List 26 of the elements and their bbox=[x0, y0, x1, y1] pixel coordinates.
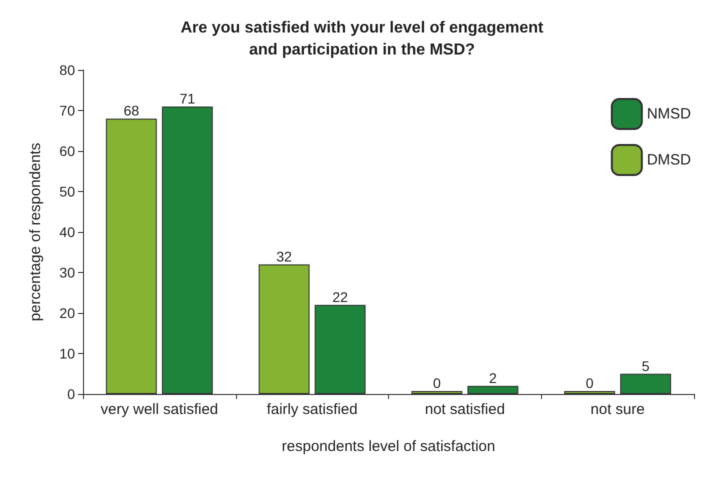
legend-label: NMSD bbox=[646, 106, 692, 122]
y-tick-label: 70 bbox=[59, 102, 76, 118]
y-tick-label: 50 bbox=[59, 184, 76, 200]
x-tick-label: not sure bbox=[590, 401, 645, 418]
y-tick-label: 0 bbox=[67, 386, 76, 402]
data-label: 32 bbox=[276, 248, 292, 264]
y-tick-label: 30 bbox=[59, 264, 76, 280]
y-tick-label: 80 bbox=[59, 62, 76, 78]
y-tick-label: 40 bbox=[59, 224, 76, 240]
x-tick-label: fairly satisfied bbox=[266, 401, 358, 418]
x-tick-label: very well satisfied bbox=[100, 401, 218, 418]
y-tick-label: 10 bbox=[59, 346, 76, 362]
x-tick-label: not satisfied bbox=[424, 401, 505, 418]
data-label: 68 bbox=[124, 102, 140, 119]
y-tick-label: 60 bbox=[59, 143, 76, 159]
y-axis-title: percentage of respondents bbox=[27, 142, 44, 322]
data-label: 5 bbox=[642, 358, 650, 374]
data-label: 2 bbox=[488, 370, 497, 386]
chart-title: Are you satisfied with your level of engagement and participation in the MSD? bbox=[180, 20, 544, 58]
data-label: 0 bbox=[432, 375, 441, 391]
data-label: 22 bbox=[332, 288, 348, 305]
data-label: 0 bbox=[586, 375, 594, 391]
x-axis-title: respondents level of satisfaction bbox=[282, 438, 496, 455]
y-tick-label: 20 bbox=[59, 305, 76, 321]
data-label: 71 bbox=[180, 90, 196, 106]
legend-label: DMSD bbox=[646, 152, 692, 168]
